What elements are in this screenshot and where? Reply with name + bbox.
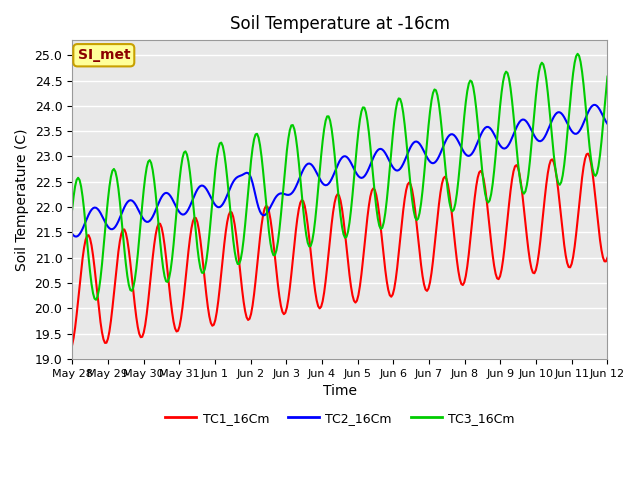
TC1_16Cm: [604, 255, 611, 261]
TC3_16Cm: [304, 240, 312, 246]
TC2_16Cm: [304, 161, 312, 167]
TC3_16Cm: [574, 51, 582, 57]
Title: Soil Temperature at -16cm: Soil Temperature at -16cm: [230, 15, 450, 33]
TC2_16Cm: [575, 129, 583, 134]
TC2_16Cm: [73, 234, 81, 240]
Text: SI_met: SI_met: [77, 48, 130, 62]
TC3_16Cm: [256, 143, 264, 148]
TC2_16Cm: [590, 102, 598, 108]
Y-axis label: Soil Temperature (C): Soil Temperature (C): [15, 128, 29, 271]
TC3_16Cm: [577, 59, 584, 65]
TC1_16Cm: [134, 324, 141, 330]
Line: TC2_16Cm: TC2_16Cm: [72, 105, 607, 237]
TC3_16Cm: [247, 157, 255, 163]
TC3_16Cm: [229, 237, 237, 242]
Line: TC1_16Cm: TC1_16Cm: [72, 154, 607, 345]
Line: TC3_16Cm: TC3_16Cm: [72, 54, 607, 300]
TC2_16Cm: [256, 209, 264, 215]
TC1_16Cm: [574, 217, 582, 223]
Legend: TC1_16Cm, TC2_16Cm, TC3_16Cm: TC1_16Cm, TC2_16Cm, TC3_16Cm: [160, 407, 520, 430]
TC1_16Cm: [303, 211, 310, 217]
TC1_16Cm: [255, 249, 262, 254]
X-axis label: Time: Time: [323, 384, 356, 398]
TC3_16Cm: [604, 74, 611, 80]
TC1_16Cm: [68, 342, 76, 348]
TC1_16Cm: [584, 151, 592, 156]
TC2_16Cm: [604, 121, 611, 127]
TC3_16Cm: [68, 206, 76, 212]
TC3_16Cm: [92, 297, 100, 303]
TC2_16Cm: [68, 231, 76, 237]
TC3_16Cm: [136, 236, 143, 241]
TC2_16Cm: [229, 179, 237, 185]
TC2_16Cm: [136, 209, 143, 215]
TC1_16Cm: [228, 210, 236, 216]
TC2_16Cm: [247, 175, 255, 181]
TC1_16Cm: [246, 316, 253, 322]
